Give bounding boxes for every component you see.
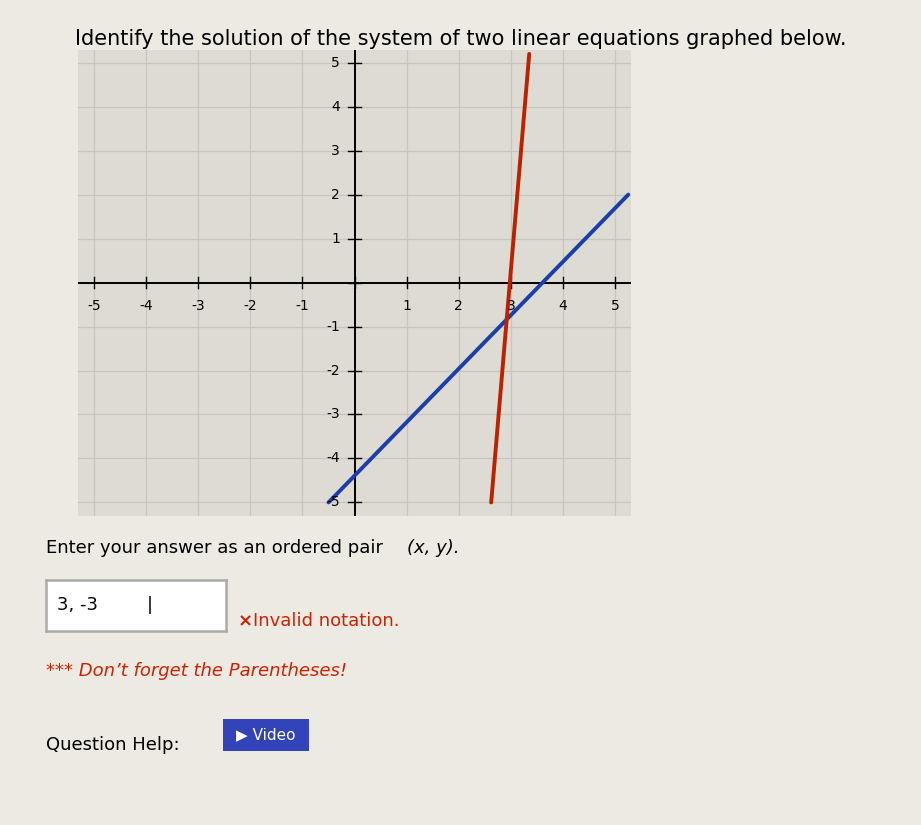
Text: -4: -4: [326, 451, 340, 465]
Text: (x, y).: (x, y).: [407, 539, 460, 557]
Text: -3: -3: [192, 299, 205, 314]
Text: -5: -5: [326, 496, 340, 509]
Text: 1: 1: [402, 299, 411, 314]
Text: -4: -4: [139, 299, 153, 314]
Text: -3: -3: [326, 408, 340, 422]
Text: 1: 1: [332, 232, 340, 246]
Text: Invalid notation.: Invalid notation.: [253, 612, 400, 630]
Text: *** Don’t forget the Parentheses!: *** Don’t forget the Parentheses!: [46, 662, 347, 680]
Text: -5: -5: [87, 299, 100, 314]
Text: 2: 2: [454, 299, 463, 314]
Text: -1: -1: [326, 319, 340, 333]
Text: 3: 3: [507, 299, 516, 314]
Text: -2: -2: [326, 364, 340, 378]
Text: 2: 2: [332, 187, 340, 201]
Text: 5: 5: [611, 299, 620, 314]
Text: 5: 5: [332, 56, 340, 69]
Text: Question Help:: Question Help:: [46, 736, 180, 754]
Text: ▶ Video: ▶ Video: [236, 728, 296, 742]
Text: |: |: [146, 596, 153, 614]
Text: 4: 4: [332, 100, 340, 114]
Text: 3: 3: [332, 144, 340, 158]
Text: Enter your answer as an ordered pair: Enter your answer as an ordered pair: [46, 539, 389, 557]
Text: -1: -1: [296, 299, 309, 314]
Text: -2: -2: [243, 299, 257, 314]
Text: 3, -3: 3, -3: [57, 596, 98, 614]
Text: 4: 4: [559, 299, 567, 314]
Text: ×: ×: [238, 612, 252, 630]
Text: Identify the solution of the system of two linear equations graphed below.: Identify the solution of the system of t…: [75, 29, 846, 49]
